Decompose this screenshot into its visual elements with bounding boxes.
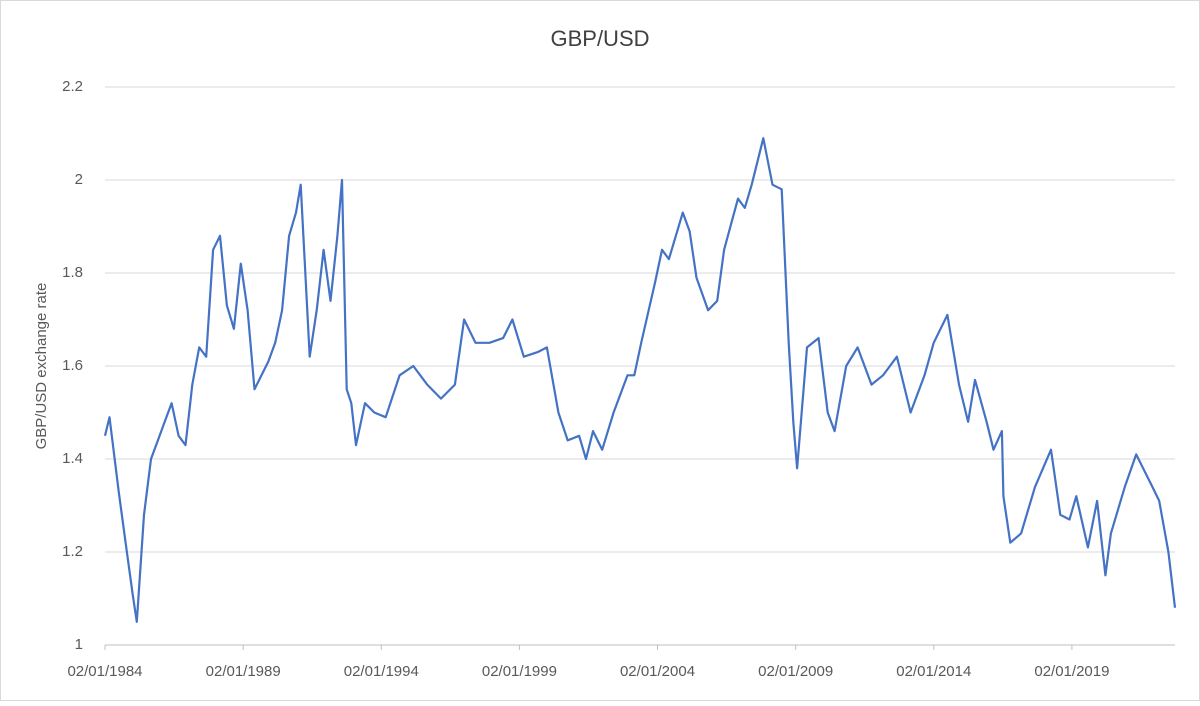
x-tick-label: 02/01/1994 [344, 663, 419, 680]
y-tick-label: 1.6 [62, 357, 83, 374]
y-tick-label: 2 [75, 171, 83, 188]
x-tick-label: 02/01/2009 [758, 663, 833, 680]
y-tick-label: 1.4 [62, 450, 83, 467]
y-tick-label: 2.2 [62, 78, 83, 95]
line-series [103, 137, 1177, 623]
x-tick-label: 02/01/1984 [67, 663, 142, 680]
x-tick-label: 02/01/2014 [896, 663, 971, 680]
x-tick-label: 02/01/1999 [482, 663, 557, 680]
y-axis-label: GBP/USD exchange rate [33, 283, 50, 450]
x-tick-label: 02/01/1989 [206, 663, 281, 680]
x-tick-label: 02/01/2019 [1034, 663, 1109, 680]
y-tick-label: 1 [75, 636, 83, 653]
y-tick-label: 1.2 [62, 543, 83, 560]
chart-title: GBP/USD [550, 26, 649, 51]
x-tick-label: 02/01/2004 [620, 663, 695, 680]
y-tick-label: 1.8 [62, 264, 83, 281]
